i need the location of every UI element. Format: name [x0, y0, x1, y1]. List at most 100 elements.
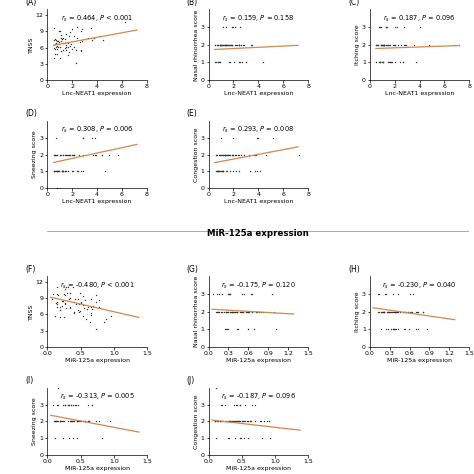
- Point: [240, 434, 247, 442]
- Point: [217, 168, 224, 175]
- Point: [55, 384, 62, 392]
- Point: [220, 308, 228, 316]
- Point: [79, 418, 86, 425]
- Point: [226, 418, 234, 425]
- Point: [262, 151, 270, 158]
- Point: [248, 290, 255, 298]
- Point: [51, 168, 59, 175]
- Point: [54, 151, 61, 158]
- Point: [53, 300, 61, 307]
- Point: [67, 401, 75, 408]
- Point: [397, 41, 405, 49]
- Point: [54, 291, 61, 298]
- Point: [272, 326, 280, 333]
- Point: [241, 41, 248, 49]
- Point: [56, 418, 64, 425]
- Point: [214, 418, 222, 425]
- Point: [229, 151, 237, 158]
- Point: [74, 295, 82, 303]
- Point: [382, 23, 390, 31]
- Point: [49, 401, 57, 408]
- Point: [70, 298, 78, 306]
- Point: [414, 326, 422, 333]
- Point: [249, 308, 256, 316]
- Point: [402, 308, 410, 316]
- Point: [211, 41, 219, 49]
- Point: [238, 59, 246, 66]
- Point: [215, 168, 223, 175]
- Point: [54, 45, 61, 53]
- Point: [78, 27, 85, 35]
- Point: [375, 290, 383, 298]
- Point: [253, 168, 261, 175]
- Y-axis label: Itching score: Itching score: [355, 25, 360, 65]
- Point: [223, 151, 231, 158]
- Point: [63, 41, 70, 49]
- Point: [88, 134, 95, 142]
- Point: [56, 54, 64, 62]
- Point: [224, 418, 231, 425]
- Point: [73, 46, 80, 54]
- Point: [450, 41, 457, 49]
- Point: [236, 41, 243, 49]
- Point: [215, 290, 223, 298]
- Point: [232, 168, 239, 175]
- Text: $r_s$ = 0.159, $P$ = 0.158: $r_s$ = 0.159, $P$ = 0.158: [222, 14, 294, 24]
- Point: [221, 151, 229, 158]
- Point: [95, 418, 103, 425]
- Point: [61, 285, 68, 292]
- Point: [238, 418, 246, 425]
- Point: [409, 308, 416, 316]
- Y-axis label: Nasal rhinorrhea score: Nasal rhinorrhea score: [193, 276, 199, 347]
- Point: [58, 168, 65, 175]
- Point: [63, 151, 70, 158]
- Point: [377, 326, 384, 333]
- Point: [225, 418, 233, 425]
- Point: [255, 134, 262, 142]
- Point: [257, 418, 264, 425]
- Point: [373, 59, 380, 66]
- Point: [226, 59, 233, 66]
- Text: (G): (G): [187, 264, 199, 273]
- Point: [389, 41, 396, 49]
- Point: [246, 418, 254, 425]
- Point: [50, 24, 58, 31]
- Y-axis label: TNSS: TNSS: [28, 303, 34, 320]
- Point: [75, 418, 83, 425]
- Point: [218, 308, 225, 316]
- Point: [233, 308, 241, 316]
- Point: [229, 134, 237, 142]
- Point: [400, 326, 408, 333]
- Point: [251, 168, 259, 175]
- Point: [68, 418, 75, 425]
- Point: [97, 32, 104, 39]
- Point: [77, 308, 84, 315]
- Point: [56, 151, 64, 158]
- Text: $r_s$ = -0.480, $P$ < 0.001: $r_s$ = -0.480, $P$ < 0.001: [60, 281, 135, 291]
- Point: [225, 290, 233, 298]
- Point: [86, 418, 93, 425]
- Point: [219, 41, 226, 49]
- Point: [397, 308, 404, 316]
- Point: [374, 41, 382, 49]
- Point: [67, 418, 75, 425]
- Point: [211, 418, 219, 425]
- Point: [384, 326, 392, 333]
- Point: [52, 418, 60, 425]
- Point: [216, 41, 223, 49]
- Y-axis label: TNSS: TNSS: [28, 36, 34, 53]
- Point: [56, 27, 64, 35]
- Point: [67, 40, 74, 47]
- Point: [224, 434, 231, 442]
- Point: [380, 41, 388, 49]
- Point: [228, 418, 235, 425]
- Point: [235, 168, 243, 175]
- Point: [377, 41, 385, 49]
- Point: [215, 59, 223, 66]
- Point: [77, 46, 85, 54]
- Point: [238, 290, 246, 298]
- Point: [222, 151, 230, 158]
- Point: [219, 151, 226, 158]
- Point: [236, 434, 244, 442]
- Point: [386, 41, 393, 49]
